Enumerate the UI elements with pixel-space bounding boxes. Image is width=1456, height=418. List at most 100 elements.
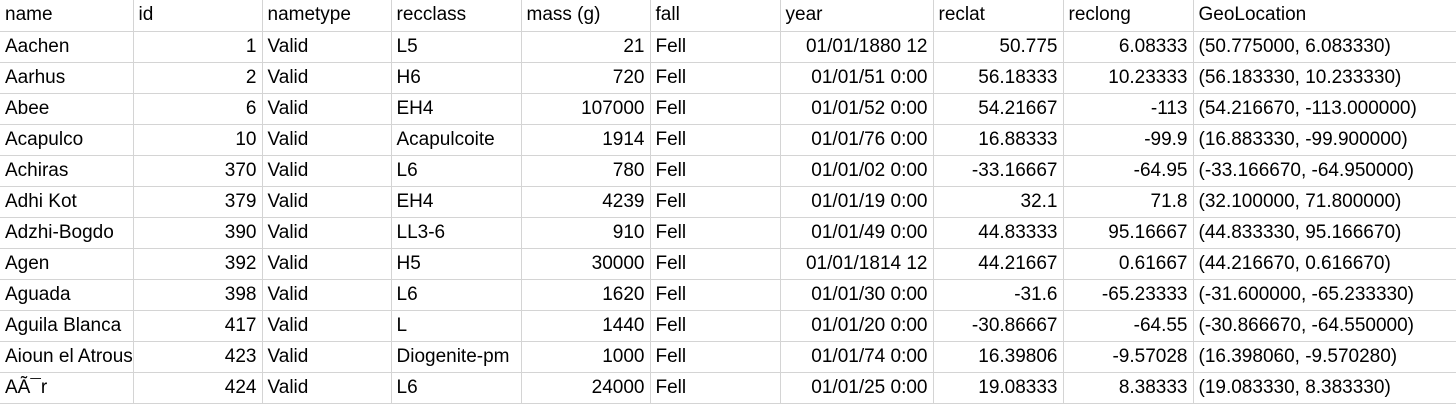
table-cell[interactable]: 30000 [521,248,651,280]
table-cell[interactable]: (50.775000, 6.083330) [1193,31,1456,63]
table-cell[interactable]: Fell [650,93,781,125]
table-cell[interactable]: 780 [521,155,651,187]
table-cell[interactable]: 370 [133,155,263,187]
table-cell[interactable]: Aachen [0,31,134,63]
table-cell[interactable]: Aioun el Atrouss [0,341,134,373]
table-cell[interactable]: Adzhi-Bogdo [0,217,134,249]
table-cell[interactable]: Fell [650,62,781,94]
table-cell[interactable]: Valid [262,248,392,280]
table-cell[interactable]: Valid [262,93,392,125]
table-cell[interactable]: 44.21667 [933,248,1064,280]
table-cell[interactable]: EH4 [391,186,522,218]
table-cell[interactable]: 01/01/51 0:00 [780,62,934,94]
table-cell[interactable]: -99.9 [1063,124,1194,156]
table-cell[interactable]: H6 [391,62,522,94]
column-header-cell[interactable]: fall [650,0,781,32]
table-cell[interactable]: 44.83333 [933,217,1064,249]
table-cell[interactable]: 01/01/76 0:00 [780,124,934,156]
table-cell[interactable]: -113 [1063,93,1194,125]
table-cell[interactable]: L5 [391,31,522,63]
table-cell[interactable]: 398 [133,279,263,311]
table-cell[interactable]: 8.38333 [1063,372,1194,404]
column-header-cell[interactable]: reclong [1063,0,1194,32]
table-cell[interactable]: 01/01/52 0:00 [780,93,934,125]
table-cell[interactable]: 417 [133,310,263,342]
table-cell[interactable]: Aguila Blanca [0,310,134,342]
table-cell[interactable]: -65.23333 [1063,279,1194,311]
table-cell[interactable]: 01/01/49 0:00 [780,217,934,249]
table-cell[interactable]: (44.833330, 95.166670) [1193,217,1456,249]
table-cell[interactable]: 424 [133,372,263,404]
table-cell[interactable]: Fell [650,217,781,249]
table-cell[interactable]: Adhi Kot [0,186,134,218]
table-cell[interactable]: (56.183330, 10.233330) [1193,62,1456,94]
table-cell[interactable]: 2 [133,62,263,94]
table-cell[interactable]: Valid [262,62,392,94]
table-cell[interactable]: 01/01/1880 12 [780,31,934,63]
table-cell[interactable]: Fell [650,155,781,187]
table-cell[interactable]: 107000 [521,93,651,125]
table-cell[interactable]: Abee [0,93,134,125]
table-cell[interactable]: 95.16667 [1063,217,1194,249]
table-cell[interactable]: 910 [521,217,651,249]
table-cell[interactable]: 32.1 [933,186,1064,218]
table-cell[interactable]: 01/01/30 0:00 [780,279,934,311]
table-cell[interactable]: (-31.600000, -65.233330) [1193,279,1456,311]
table-cell[interactable]: 423 [133,341,263,373]
table-cell[interactable]: (32.100000, 71.800000) [1193,186,1456,218]
table-cell[interactable]: (-33.166670, -64.950000) [1193,155,1456,187]
table-cell[interactable]: Fell [650,341,781,373]
table-cell[interactable]: Fell [650,248,781,280]
table-cell[interactable]: 19.08333 [933,372,1064,404]
table-cell[interactable]: 379 [133,186,263,218]
table-cell[interactable]: Valid [262,341,392,373]
column-header-cell[interactable]: mass (g) [521,0,651,32]
table-cell[interactable]: -64.55 [1063,310,1194,342]
table-cell[interactable]: 71.8 [1063,186,1194,218]
table-cell[interactable]: 390 [133,217,263,249]
table-cell[interactable]: L6 [391,372,522,404]
table-cell[interactable]: Aguada [0,279,134,311]
table-cell[interactable]: 01/01/19 0:00 [780,186,934,218]
table-cell[interactable]: 56.18333 [933,62,1064,94]
table-cell[interactable]: Fell [650,310,781,342]
table-cell[interactable]: 1620 [521,279,651,311]
table-cell[interactable]: -33.16667 [933,155,1064,187]
column-header-cell[interactable]: year [780,0,934,32]
table-cell[interactable]: AÃ¯r [0,372,134,404]
table-cell[interactable]: 4239 [521,186,651,218]
column-header-cell[interactable]: reclat [933,0,1064,32]
table-cell[interactable]: Agen [0,248,134,280]
column-header-cell[interactable]: nametype [262,0,392,32]
table-cell[interactable]: Valid [262,31,392,63]
table-cell[interactable]: Diogenite-pm [391,341,522,373]
column-header-cell[interactable]: recclass [391,0,522,32]
table-cell[interactable]: Fell [650,31,781,63]
table-cell[interactable]: -30.86667 [933,310,1064,342]
table-cell[interactable]: 10 [133,124,263,156]
table-cell[interactable]: 1 [133,31,263,63]
table-cell[interactable]: 1000 [521,341,651,373]
column-header-cell[interactable]: GeoLocation [1193,0,1456,32]
table-cell[interactable]: 16.39806 [933,341,1064,373]
table-cell[interactable]: 01/01/02 0:00 [780,155,934,187]
table-cell[interactable]: -64.95 [1063,155,1194,187]
table-cell[interactable]: -9.57028 [1063,341,1194,373]
table-cell[interactable]: 01/01/20 0:00 [780,310,934,342]
table-cell[interactable]: 6.08333 [1063,31,1194,63]
table-cell[interactable]: (-30.866670, -64.550000) [1193,310,1456,342]
table-cell[interactable]: L [391,310,522,342]
table-cell[interactable]: 392 [133,248,263,280]
table-cell[interactable]: Fell [650,372,781,404]
table-cell[interactable]: H5 [391,248,522,280]
table-cell[interactable]: (54.216670, -113.000000) [1193,93,1456,125]
table-cell[interactable]: Acapulco [0,124,134,156]
table-cell[interactable]: 6 [133,93,263,125]
table-cell[interactable]: 01/01/1814 12 [780,248,934,280]
table-cell[interactable]: Valid [262,186,392,218]
table-cell[interactable]: 10.23333 [1063,62,1194,94]
table-cell[interactable]: Valid [262,279,392,311]
table-cell[interactable]: L6 [391,279,522,311]
table-cell[interactable]: 24000 [521,372,651,404]
table-cell[interactable]: Valid [262,217,392,249]
